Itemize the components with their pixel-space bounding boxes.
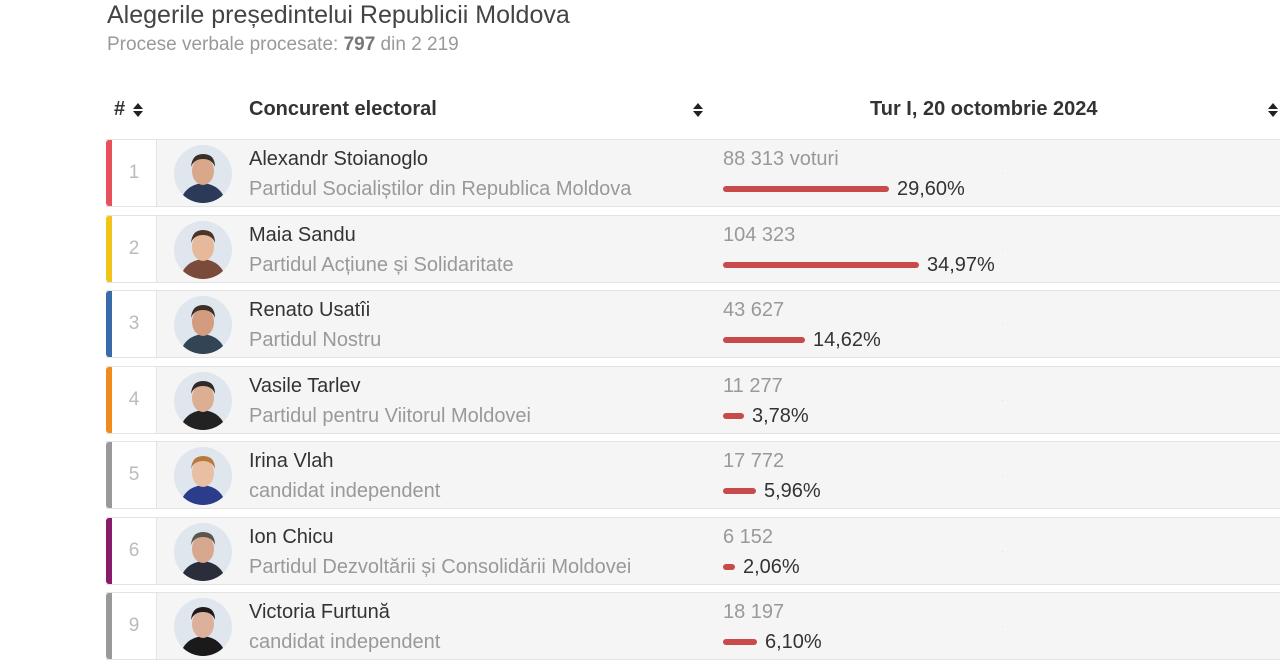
sort-icon[interactable] <box>133 102 144 118</box>
sort-icon[interactable] <box>1268 102 1278 118</box>
candidate-party: Partidul Nostru <box>249 329 382 351</box>
vote-count: 18 197 <box>723 601 785 623</box>
vote-share-bar <box>723 262 919 268</box>
party-color-stripe <box>106 593 112 659</box>
separator-dot <box>1002 324 1003 325</box>
vote-percent: 34,97% <box>927 254 995 276</box>
candidate-name[interactable]: Irina Vlah <box>249 450 334 472</box>
candidate-party: Partidul Acțiune și Solidaritate <box>249 254 514 276</box>
column-header-round[interactable]: Tur I, 20 octombrie 2024 <box>870 98 1098 121</box>
column-header-candidate[interactable]: Concurent electoral <box>249 98 437 121</box>
vote-count: 104 323 <box>723 224 796 246</box>
vote-percent: 3,78% <box>752 405 809 427</box>
vote-count: 6 152 <box>723 526 774 548</box>
processed-total: 2 219 <box>411 34 459 55</box>
vote-share-bar <box>723 564 735 570</box>
column-candidate-label: Concurent electoral <box>249 98 437 120</box>
table-row[interactable]: 1 Alexandr Stoianoglo Partidul Socialiștil… <box>106 139 1280 207</box>
separator-dot <box>1002 173 1003 174</box>
row-index: 4 <box>112 367 157 433</box>
party-color-stripe <box>106 140 112 206</box>
row-index: 9 <box>112 593 157 659</box>
separator-dot <box>1002 249 1003 250</box>
party-color-stripe <box>106 518 112 584</box>
row-index: 6 <box>112 518 157 584</box>
column-header-index[interactable]: # <box>114 98 144 121</box>
vote-percent: 6,10% <box>765 631 822 653</box>
table-row[interactable]: 9 Victoria Furtună candidat independent 18 … <box>106 592 1280 660</box>
avatar <box>174 145 232 203</box>
table-row[interactable]: 6 Ion Chicu Partidul Dezvoltării și Consol… <box>106 517 1280 585</box>
candidate-party: candidat independent <box>249 631 441 653</box>
processed-label: Procese verbale procesate: <box>107 34 344 55</box>
vote-count: 11 277 <box>723 375 783 397</box>
candidate-party: Partidul Socialiștilor din Republica Mol… <box>249 178 632 200</box>
separator-dot <box>1002 475 1003 476</box>
avatar <box>174 447 232 505</box>
candidate-name[interactable]: Alexandr Stoianoglo <box>249 148 429 170</box>
column-round-label: Tur I, 20 octombrie 2024 <box>870 98 1098 120</box>
vote-share-bar <box>723 488 756 494</box>
row-index: 1 <box>112 140 157 206</box>
candidate-party: Partidul pentru Viitorul Moldovei <box>249 405 532 427</box>
vote-percent: 2,06% <box>743 556 800 578</box>
table-row[interactable]: 3 Renato Usatîi Partidul Nostru 43 627 14,62… <box>106 290 1280 358</box>
vote-count: 17 772 <box>723 450 785 472</box>
vote-share-bar <box>723 413 744 419</box>
candidate-name[interactable]: Renato Usatîi <box>249 299 371 321</box>
table-row[interactable]: 4 Vasile Tarlev Partidul pentru Viitorul M… <box>106 366 1280 434</box>
party-color-stripe <box>106 216 112 282</box>
separator-dot <box>1002 626 1003 627</box>
processed-reports: Procese verbale procesate: 797 din 2 219 <box>107 34 459 56</box>
row-index: 3 <box>112 291 157 357</box>
table-row[interactable]: 5 Irina Vlah candidat independent 17 772 5,9… <box>106 441 1280 509</box>
party-color-stripe <box>106 442 112 508</box>
candidate-party: candidat independent <box>249 480 441 502</box>
vote-share-bar <box>723 639 757 645</box>
candidate-name[interactable]: Vasile Tarlev <box>249 375 361 397</box>
vote-percent: 29,60% <box>897 178 965 200</box>
vote-share-bar <box>723 186 889 192</box>
avatar <box>174 296 232 354</box>
sort-icon[interactable] <box>693 102 703 118</box>
separator-dot <box>1002 400 1003 401</box>
party-color-stripe <box>106 291 112 357</box>
party-color-stripe <box>106 367 112 433</box>
vote-share-bar <box>723 337 805 343</box>
candidate-name[interactable]: Victoria Furtună <box>249 601 390 623</box>
processed-of: din <box>375 34 412 55</box>
candidate-name[interactable]: Maia Sandu <box>249 224 356 246</box>
avatar <box>174 598 232 656</box>
candidate-party: Partidul Dezvoltării și Consolidării Mol… <box>249 556 632 578</box>
vote-count: 43 627 <box>723 299 785 321</box>
row-index: 2 <box>112 216 157 282</box>
vote-percent: 14,62% <box>813 329 881 351</box>
candidate-name[interactable]: Ion Chicu <box>249 526 334 548</box>
processed-count: 797 <box>343 34 376 55</box>
avatar <box>174 523 232 581</box>
column-index-label: # <box>114 98 126 120</box>
row-index: 5 <box>112 442 157 508</box>
page-title: Alegerile președintelui Republicii Moldo… <box>107 1 570 29</box>
vote-percent: 5,96% <box>764 480 821 502</box>
avatar <box>174 372 232 430</box>
table-row[interactable]: 2 Maia Sandu Partidul Acțiune și Solidarit… <box>106 215 1280 283</box>
separator-dot <box>1002 551 1003 552</box>
avatar <box>174 221 232 279</box>
vote-count: 88 313 voturi <box>723 148 839 170</box>
